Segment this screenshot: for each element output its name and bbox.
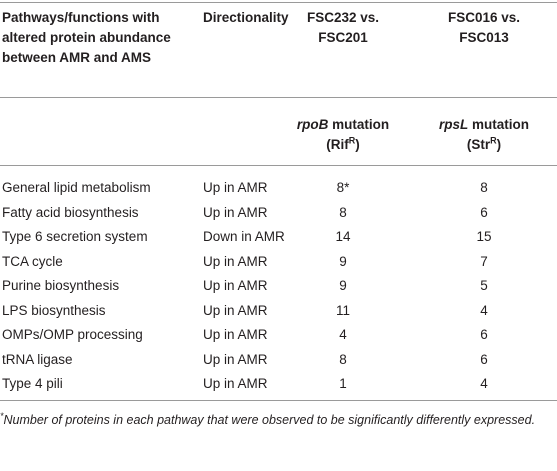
pathway-cell: TCA cycle	[2, 253, 63, 269]
subheader-rule	[0, 165, 557, 166]
count-cell: 9	[339, 253, 347, 269]
subheader-cell: rpoB mutation (RifR)	[273, 115, 413, 155]
direction-cell: Up in AMR	[203, 180, 268, 195]
direction-cell: Down in AMR	[203, 229, 285, 244]
direction-cell: Up in AMR	[203, 204, 268, 220]
header-cell: Directionality	[203, 10, 289, 25]
direction-cell: Up in AMR	[203, 278, 268, 293]
direction-cell: Up in AMR	[203, 302, 268, 318]
pathway-cell: LPS biosynthesis	[2, 302, 106, 318]
subheader-text: (Rif	[326, 137, 349, 152]
count-cell: 4	[339, 327, 347, 342]
count-cell: 8	[480, 180, 488, 195]
footnote: *Number of proteins in each pathway that…	[0, 410, 550, 431]
subheader-text: (Str	[466, 137, 491, 152]
subheader-text: )	[355, 137, 360, 152]
direction-cell: Up in AMR	[203, 253, 268, 269]
header-cell: FSC016 vs. FSC013	[447, 10, 521, 45]
count-cell: 4	[480, 376, 488, 391]
count-cell: 4	[480, 302, 488, 318]
header-cell: Pathways/functions with altered protein …	[2, 10, 171, 65]
direction-cell: Up in AMR	[203, 376, 268, 391]
pathway-cell: General lipid metabolism	[2, 180, 151, 195]
superscript: R	[348, 135, 356, 146]
count-cell: 14	[335, 229, 351, 244]
pathway-cell: Purine biosynthesis	[2, 278, 120, 293]
count-cell: 9	[339, 278, 347, 293]
direction-cell: Up in AMR	[203, 327, 268, 342]
header-rule	[0, 97, 557, 98]
subheader-text: )	[496, 137, 502, 152]
superscript: R	[490, 135, 497, 146]
pathway-cell: tRNA ligase	[2, 351, 73, 367]
count-cell: 5	[480, 278, 488, 293]
subheader-text: mutation	[328, 117, 390, 132]
count-cell: 8	[339, 204, 347, 220]
subheader-cell: rpsL mutation (StrR)	[414, 115, 554, 155]
pathway-cell: Fatty acid biosynthesis	[2, 204, 139, 220]
count-cell: 1	[339, 376, 347, 391]
gene: rpoB	[296, 117, 329, 132]
pathway-cell: Type 6 secretion system	[2, 229, 148, 244]
subheader-text: mutation	[468, 117, 529, 132]
count-cell: 11	[335, 302, 350, 318]
count-cell: 8*	[336, 180, 350, 195]
footnote-text: Number of proteins in each pathway that …	[3, 413, 536, 427]
count-cell: 7	[480, 253, 488, 269]
count-cell: 6	[480, 327, 488, 342]
direction-cell: Up in AMR	[203, 351, 268, 367]
header-cell: FSC232 vs. FSC201	[306, 10, 380, 45]
gene: rpsL	[438, 117, 469, 132]
count-cell: 6	[480, 351, 488, 367]
footnote-marker: *	[0, 410, 4, 421]
count-cell: 8	[339, 351, 347, 367]
top-rule	[0, 2, 557, 3]
pathway-cell: Type 4 pili	[2, 376, 63, 391]
count-cell: 6	[480, 204, 488, 220]
pathway-cell: OMPs/OMP processing	[2, 327, 143, 342]
bottom-rule	[0, 400, 557, 401]
count-cell: 15	[476, 229, 492, 244]
